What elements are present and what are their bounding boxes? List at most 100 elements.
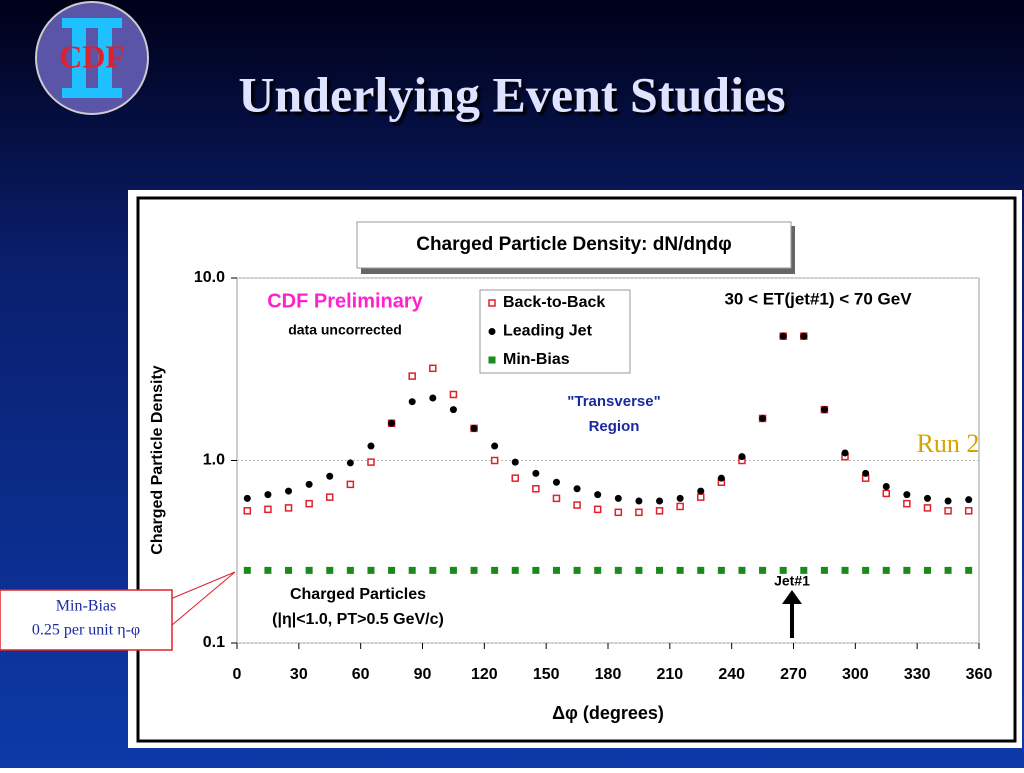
data-point	[285, 487, 293, 495]
jet-arrow-head	[782, 590, 802, 604]
legend-label: Leading Jet	[503, 323, 593, 340]
x-tick-label: 210	[656, 666, 683, 683]
callout-box	[0, 589, 173, 651]
title-box	[356, 221, 792, 269]
slide-title: Underlying Event Studies	[238, 66, 785, 122]
legend-marker	[488, 328, 496, 335]
data-point	[614, 494, 622, 502]
data-point	[532, 566, 540, 574]
data-point	[511, 458, 519, 466]
data-point	[635, 508, 643, 517]
annotation: 30 < ET(jet#1) < 70 GeV	[724, 289, 912, 308]
data-point	[305, 480, 313, 488]
data-point	[408, 566, 416, 574]
data-point	[614, 566, 622, 574]
y-axis-label: Charged Particle Density	[149, 365, 166, 555]
x-tick-label: 330	[904, 666, 931, 683]
data-point	[779, 332, 787, 340]
annotation: CDF Preliminary	[267, 290, 423, 312]
logo-bar	[98, 26, 112, 90]
data-point	[594, 491, 602, 499]
x-tick-label: 120	[471, 666, 498, 683]
x-tick-label: 360	[966, 666, 993, 683]
data-point	[676, 566, 684, 574]
callout-text: 0.25 per unit η-φ	[32, 622, 140, 639]
x-tick-label: 60	[352, 666, 370, 683]
data-point	[944, 507, 952, 515]
data-point	[697, 566, 705, 574]
data-point	[449, 390, 458, 399]
data-point	[882, 566, 890, 574]
data-point	[862, 469, 870, 477]
data-point	[965, 496, 973, 504]
data-point	[676, 494, 684, 502]
data-point	[429, 364, 437, 373]
data-point	[903, 499, 911, 508]
x-tick-label: 270	[780, 666, 807, 683]
data-point	[594, 566, 602, 574]
data-point	[759, 566, 767, 574]
data-point	[882, 489, 890, 498]
data-point	[491, 566, 499, 574]
data-point	[552, 478, 560, 486]
data-point	[697, 493, 705, 501]
logo-bar	[62, 88, 122, 98]
data-point	[346, 566, 354, 574]
x-tick-label: 0	[233, 666, 242, 683]
data-point	[800, 566, 808, 574]
data-point	[656, 566, 664, 574]
logo: CDF	[35, 1, 149, 115]
data-point	[305, 499, 313, 508]
legend-box	[479, 289, 631, 374]
data-point	[326, 472, 334, 480]
callout-text: Min-Bias	[56, 598, 116, 615]
data-point	[429, 394, 437, 402]
chart-title: Charged Particle Density: dN/dηdφ	[416, 234, 732, 255]
data-point	[655, 507, 664, 515]
data-point	[676, 502, 684, 511]
data-point	[388, 419, 396, 427]
data-point	[243, 566, 251, 574]
data-point	[552, 566, 560, 574]
annotation: (|η|<1.0, PT>0.5 GeV/c)	[272, 611, 444, 628]
data-point	[903, 491, 911, 499]
data-point	[944, 497, 952, 505]
legend-label: Min-Bias	[503, 351, 570, 368]
data-point	[490, 456, 499, 465]
data-point	[367, 566, 375, 574]
data-point	[944, 566, 952, 574]
legend-label: Back-to-Back	[503, 294, 605, 311]
data-point	[635, 566, 643, 574]
data-point	[593, 505, 602, 514]
annotation: Region	[589, 418, 640, 435]
logo-text: CDF	[59, 38, 125, 74]
data-point	[532, 485, 540, 493]
data-point	[614, 508, 623, 517]
logo-circle	[35, 1, 149, 115]
data-point	[635, 497, 643, 505]
data-point	[449, 406, 457, 414]
data-point	[470, 424, 478, 432]
data-point	[841, 566, 849, 574]
data-point	[326, 493, 334, 501]
x-tick-label: 180	[595, 666, 622, 683]
data-point	[820, 406, 828, 414]
data-point	[285, 566, 293, 574]
data-point	[800, 332, 808, 340]
data-point	[573, 566, 581, 574]
data-point	[738, 566, 746, 574]
data-point	[820, 566, 828, 574]
data-point	[367, 442, 375, 450]
data-point	[243, 494, 251, 502]
data-point	[841, 449, 849, 457]
data-point	[552, 494, 561, 503]
data-point	[470, 566, 478, 574]
data-point	[923, 504, 932, 512]
annotation: Jet#1	[774, 573, 810, 589]
annotation: Run 2	[917, 429, 980, 458]
data-point	[346, 459, 354, 467]
annotation: Charged Particles	[290, 586, 426, 603]
legend-marker	[488, 299, 496, 307]
data-point	[491, 442, 499, 450]
